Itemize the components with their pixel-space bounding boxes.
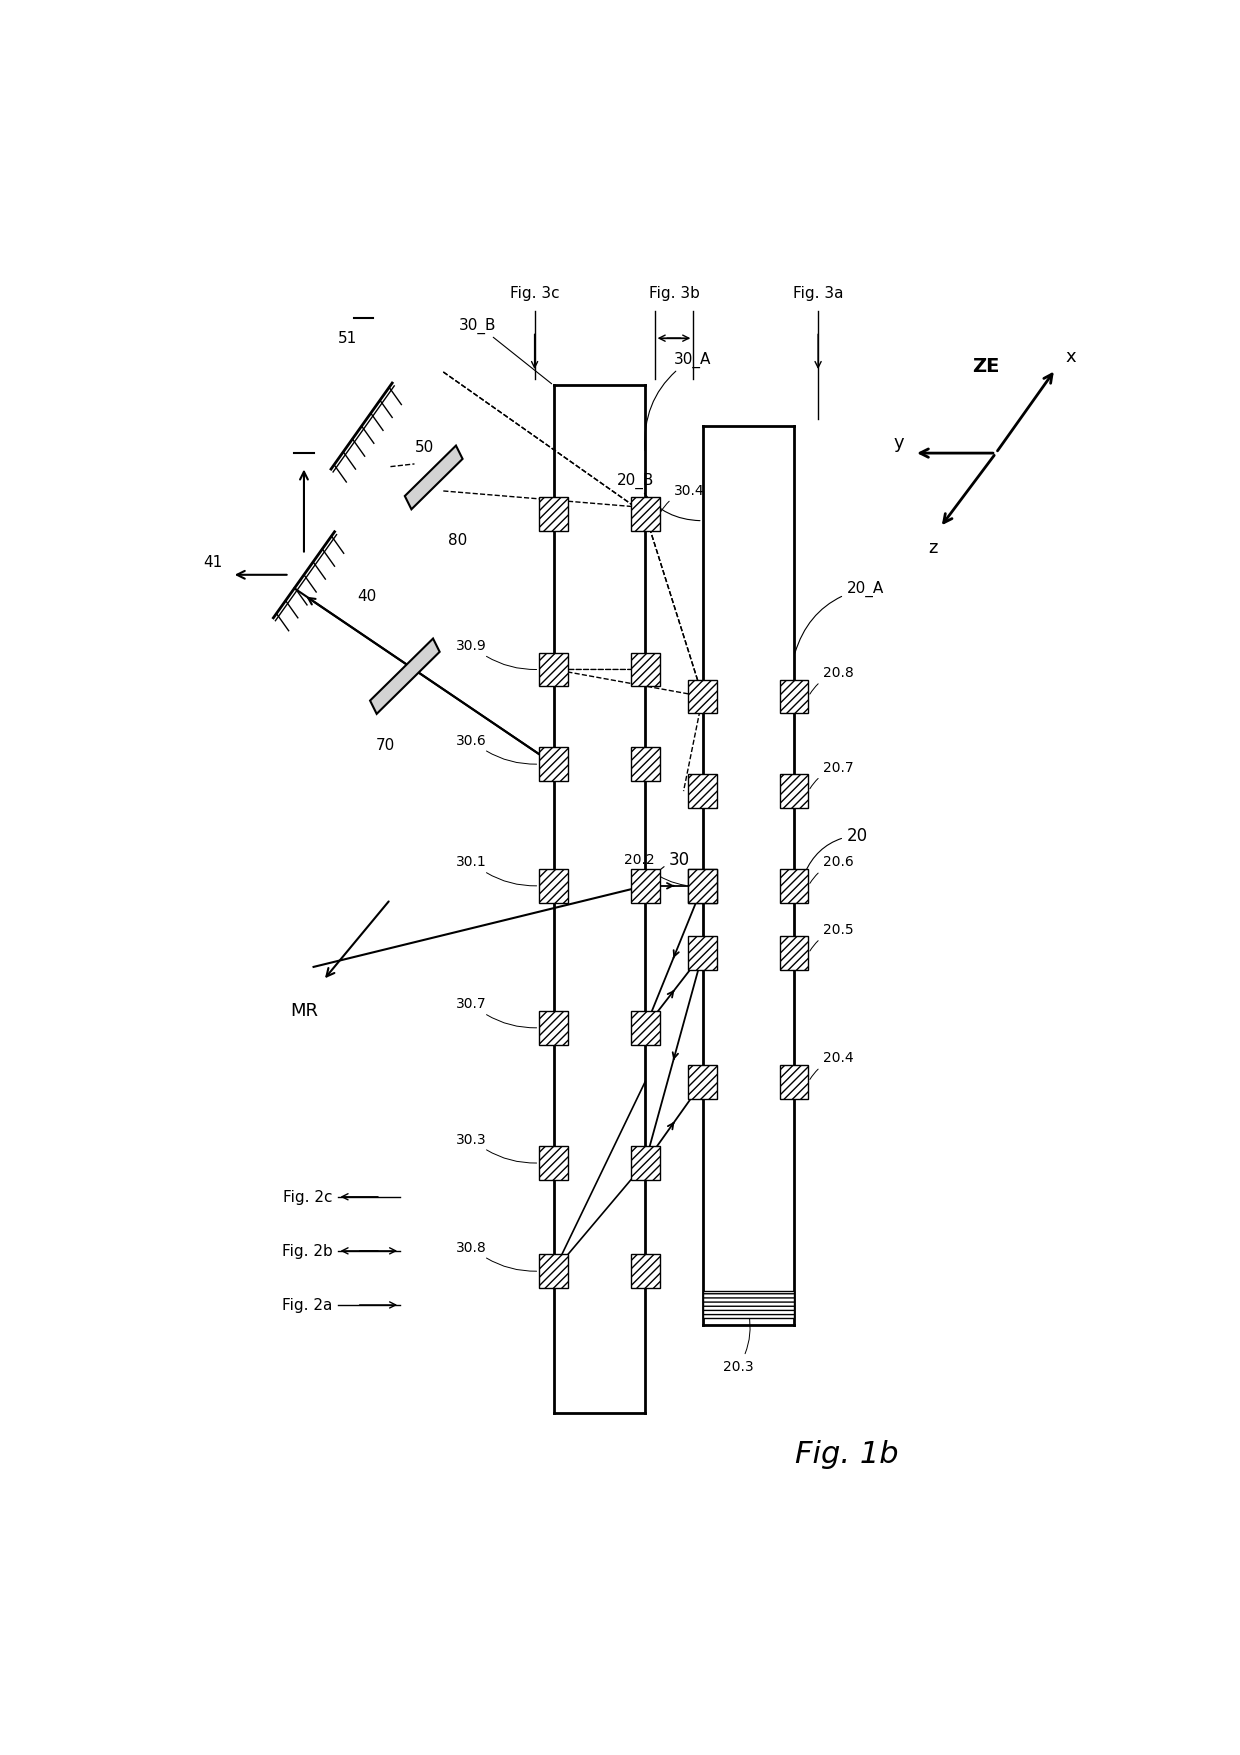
Bar xyxy=(539,869,568,904)
Bar xyxy=(780,869,808,904)
Bar xyxy=(688,681,717,714)
Bar xyxy=(631,1146,660,1179)
Text: z: z xyxy=(929,539,939,556)
Text: 20.3: 20.3 xyxy=(723,1314,754,1372)
Text: 20.8: 20.8 xyxy=(810,665,853,695)
Bar xyxy=(539,498,568,532)
Text: 50: 50 xyxy=(414,439,434,455)
Text: Fig. 1b: Fig. 1b xyxy=(795,1439,899,1469)
Text: 20.6: 20.6 xyxy=(810,855,853,885)
Bar xyxy=(780,681,808,714)
Text: Fig. 3a: Fig. 3a xyxy=(792,286,843,302)
Bar xyxy=(631,748,660,781)
Text: 20_A: 20_A xyxy=(795,581,884,655)
Text: 30: 30 xyxy=(646,849,691,897)
Bar xyxy=(404,446,463,511)
Text: y: y xyxy=(894,433,905,453)
Text: 30_A: 30_A xyxy=(645,351,712,451)
Bar xyxy=(780,774,808,809)
Text: 41: 41 xyxy=(203,555,222,569)
Text: 51: 51 xyxy=(337,330,357,346)
Text: 20.5: 20.5 xyxy=(810,923,853,951)
Text: 30.9: 30.9 xyxy=(456,639,537,670)
Bar xyxy=(539,1255,568,1288)
Text: 20.2: 20.2 xyxy=(624,853,686,886)
Text: 20: 20 xyxy=(805,827,868,874)
Text: 80: 80 xyxy=(448,532,467,548)
Text: 70: 70 xyxy=(376,737,396,753)
Bar xyxy=(688,869,717,904)
Text: ZE: ZE xyxy=(972,356,999,376)
Bar xyxy=(780,1065,808,1099)
Bar xyxy=(631,1255,660,1288)
Bar xyxy=(539,748,568,781)
Text: Fig. 3c: Fig. 3c xyxy=(510,286,559,302)
Text: 30.3: 30.3 xyxy=(456,1132,537,1164)
Bar xyxy=(370,639,440,714)
Bar xyxy=(688,774,717,809)
Text: Fig. 2c: Fig. 2c xyxy=(283,1190,332,1204)
Text: Fig. 2a: Fig. 2a xyxy=(283,1297,332,1313)
Text: 30.4: 30.4 xyxy=(661,483,704,512)
Bar xyxy=(539,653,568,686)
Text: 30.6: 30.6 xyxy=(456,734,537,765)
Text: 30.7: 30.7 xyxy=(456,997,537,1028)
Bar xyxy=(703,1292,794,1318)
Text: Fig. 3b: Fig. 3b xyxy=(649,286,699,302)
Bar xyxy=(539,1146,568,1179)
Bar xyxy=(688,1065,717,1099)
Text: 30.8: 30.8 xyxy=(456,1241,537,1271)
Bar xyxy=(631,869,660,904)
Text: 40: 40 xyxy=(357,588,376,604)
Bar xyxy=(780,937,808,971)
Text: MR: MR xyxy=(290,1000,317,1020)
Bar xyxy=(688,869,717,904)
Bar xyxy=(631,653,660,686)
Text: 20_B: 20_B xyxy=(618,472,701,521)
Text: 30.1: 30.1 xyxy=(456,855,537,886)
Text: 30_B: 30_B xyxy=(459,318,552,384)
Text: 20.4: 20.4 xyxy=(810,1051,853,1079)
Bar xyxy=(688,937,717,971)
Text: Fig. 2b: Fig. 2b xyxy=(281,1244,332,1258)
Bar xyxy=(631,498,660,532)
Bar xyxy=(539,1011,568,1044)
Bar xyxy=(631,1011,660,1044)
Text: x: x xyxy=(1065,347,1075,365)
Text: 20.7: 20.7 xyxy=(810,760,853,790)
